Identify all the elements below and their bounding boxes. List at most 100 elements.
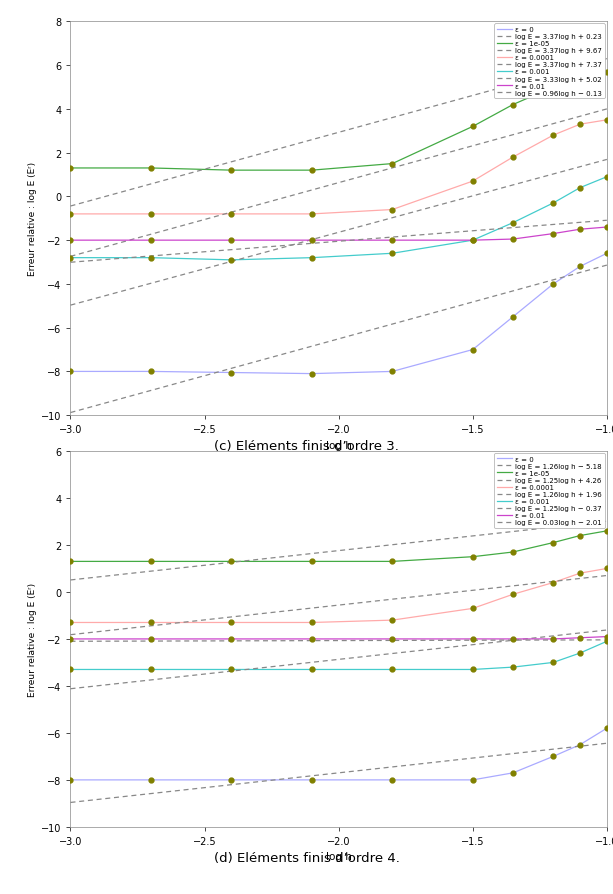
ε = 0.0001 — [550, 131, 557, 141]
ε = 1e-05 — [67, 164, 74, 174]
ε = 1e-05 — [389, 159, 396, 170]
ε = 0.01 — [576, 224, 584, 235]
ε = 0 — [576, 739, 584, 750]
ε = 0.01 — [603, 631, 611, 642]
ε = 0.01 — [389, 235, 396, 246]
Line: ε = 0.0001: ε = 0.0001 — [70, 121, 607, 215]
ε = 0.001 — [576, 648, 584, 659]
ε = 1e-05 — [228, 556, 235, 567]
ε = 0.0001 — [147, 618, 154, 628]
Line: ε = 0.001: ε = 0.001 — [70, 642, 607, 670]
ε = 0 — [308, 774, 316, 786]
Line: ε = 0.0001: ε = 0.0001 — [70, 569, 607, 623]
ε = 0.0001 — [389, 615, 396, 626]
ε = 0.001 — [389, 664, 396, 675]
ε = 0.001 — [228, 664, 235, 675]
X-axis label: log h: log h — [326, 440, 352, 451]
ε = 0 — [147, 367, 154, 377]
Line: ε = 1e-05: ε = 1e-05 — [70, 72, 607, 171]
ε = 1e-05 — [228, 165, 235, 176]
ε = 0.001 — [228, 255, 235, 266]
X-axis label: log h: log h — [326, 851, 352, 862]
ε = 1e-05 — [308, 556, 316, 567]
ε = 1e-05 — [509, 100, 517, 111]
ε = 1e-05 — [550, 537, 557, 548]
ε = 1e-05 — [469, 552, 476, 562]
ε = 0 — [67, 774, 74, 786]
ε = 0 — [550, 751, 557, 762]
ε = 0 — [509, 312, 517, 323]
ε = 0 — [469, 774, 476, 786]
ε = 0.001 — [67, 664, 74, 675]
ε = 0.001 — [550, 198, 557, 209]
ε = 0.01 — [509, 234, 517, 245]
ε = 0.001 — [509, 218, 517, 229]
ε = 1e-05 — [550, 82, 557, 93]
ε = 0.0001 — [67, 209, 74, 220]
ε = 0.0001 — [603, 115, 611, 126]
ε = 0 — [509, 768, 517, 779]
ε = 0 — [550, 279, 557, 290]
ε = 0.0001 — [228, 618, 235, 628]
ε = 1e-05 — [147, 164, 154, 174]
Line: ε = 1e-05: ε = 1e-05 — [70, 531, 607, 561]
ε = 0.001 — [550, 657, 557, 668]
ε = 0.01 — [308, 235, 316, 246]
ε = 0.0001 — [509, 589, 517, 600]
ε = 0.01 — [603, 223, 611, 233]
ε = 0.0001 — [469, 176, 476, 187]
Line: ε = 0.01: ε = 0.01 — [70, 228, 607, 240]
ε = 0 — [308, 369, 316, 380]
Line: ε = 0: ε = 0 — [70, 254, 607, 375]
Text: (c) Eléments finis d’ordre 3.: (c) Eléments finis d’ordre 3. — [214, 440, 399, 453]
Line: ε = 0.001: ε = 0.001 — [70, 178, 607, 260]
ε = 0.001 — [147, 664, 154, 675]
ε = 0.001 — [576, 183, 584, 194]
ε = 0.0001 — [469, 603, 476, 614]
ε = 0.001 — [469, 664, 476, 675]
ε = 0.001 — [308, 253, 316, 264]
ε = 1e-05 — [147, 556, 154, 567]
ε = 0 — [147, 774, 154, 786]
ε = 0.01 — [576, 633, 584, 644]
Legend: ε = 0, log E = 1.26log h − 5.18, ε = 1e-05, log E = 1.25log h + 4.26, ε = 0.0001: ε = 0, log E = 1.26log h − 5.18, ε = 1e-… — [495, 453, 605, 528]
ε = 0.01 — [67, 634, 74, 645]
ε = 0.001 — [603, 637, 611, 647]
Line: ε = 0: ε = 0 — [70, 729, 607, 780]
ε = 0.001 — [603, 173, 611, 183]
ε = 0.001 — [509, 662, 517, 673]
ε = 0 — [603, 723, 611, 734]
ε = 0.001 — [469, 235, 476, 246]
ε = 0.001 — [67, 253, 74, 264]
ε = 1e-05 — [469, 122, 476, 132]
ε = 0 — [576, 262, 584, 273]
Y-axis label: Erreur relative : log E (Eʳ): Erreur relative : log E (Eʳ) — [28, 162, 37, 276]
ε = 0.01 — [469, 634, 476, 645]
ε = 0.01 — [147, 235, 154, 246]
ε = 1e-05 — [576, 531, 584, 542]
ε = 1e-05 — [389, 556, 396, 567]
Text: (d) Eléments finis d’ordre 4.: (d) Eléments finis d’ordre 4. — [213, 851, 400, 864]
ε = 0 — [389, 367, 396, 377]
ε = 1e-05 — [603, 67, 611, 78]
Y-axis label: Erreur relative : log E (Eʳ): Erreur relative : log E (Eʳ) — [28, 582, 37, 696]
ε = 0.0001 — [603, 563, 611, 574]
ε = 0.01 — [469, 235, 476, 246]
Line: ε = 0.01: ε = 0.01 — [70, 637, 607, 639]
ε = 0.0001 — [308, 209, 316, 220]
ε = 0.01 — [147, 634, 154, 645]
ε = 0.001 — [147, 253, 154, 264]
Legend: ε = 0, log E = 3.37log h + 0.23, ε = 1e-05, log E = 3.37log h + 9.67, ε = 0.0001: ε = 0, log E = 3.37log h + 0.23, ε = 1e-… — [494, 24, 605, 99]
ε = 0.001 — [308, 664, 316, 675]
ε = 1e-05 — [308, 165, 316, 176]
ε = 0.0001 — [550, 578, 557, 588]
ε = 1e-05 — [509, 547, 517, 558]
ε = 0.0001 — [228, 209, 235, 220]
ε = 0 — [389, 774, 396, 786]
ε = 0 — [67, 367, 74, 377]
ε = 0.0001 — [576, 569, 584, 579]
ε = 1e-05 — [576, 72, 584, 82]
ε = 0.01 — [550, 634, 557, 645]
ε = 1e-05 — [67, 556, 74, 567]
ε = 0 — [469, 345, 476, 356]
